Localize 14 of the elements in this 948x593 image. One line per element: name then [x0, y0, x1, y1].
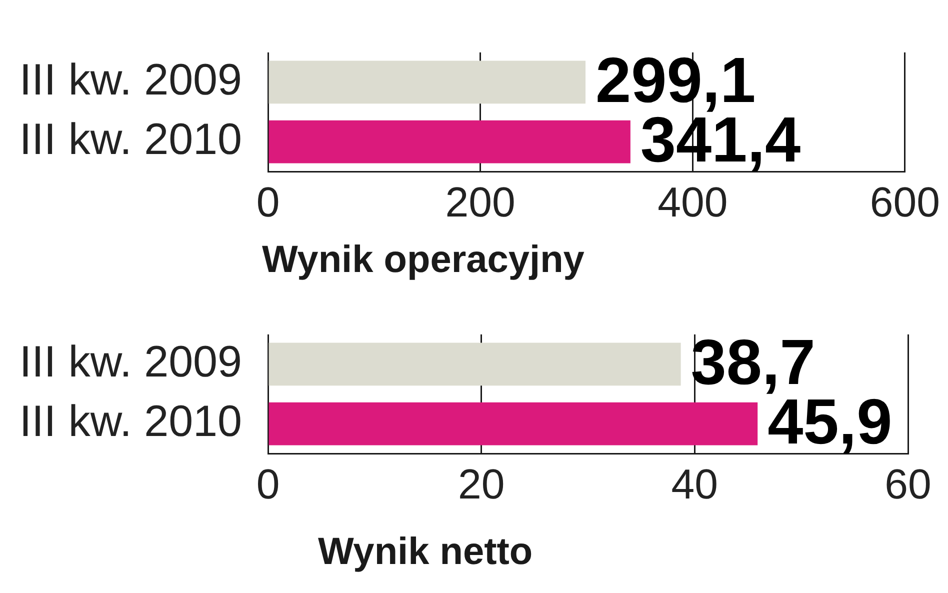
- x-tick-label: 60: [884, 460, 932, 508]
- text: Wynik netto: [317, 530, 534, 574]
- x-tick-label: 600: [870, 178, 940, 226]
- y-tick-label: III kw. 2009: [19, 55, 242, 104]
- x-tick-label: 0: [256, 460, 280, 508]
- x-tick-label: 200: [445, 178, 516, 226]
- x-tick-label: 0: [256, 178, 280, 226]
- x-tick-label: 20: [458, 460, 505, 508]
- y-tick-label: III kw. 2009: [19, 337, 242, 386]
- y-tick-label: III kw. 2010: [19, 114, 242, 164]
- x-tick-label: 40: [671, 460, 718, 508]
- x-tick-label: 400: [658, 178, 728, 226]
- y-tick-label: III kw. 2010: [19, 396, 242, 446]
- chart-title: Wynik operacyjny: [261, 238, 586, 282]
